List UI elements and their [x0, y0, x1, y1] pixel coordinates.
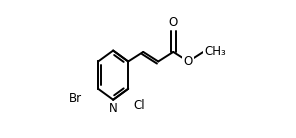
Text: O: O [169, 16, 178, 29]
Text: N: N [109, 103, 118, 116]
Text: CH₃: CH₃ [204, 45, 226, 58]
Text: Cl: Cl [133, 99, 145, 112]
Text: Br: Br [69, 92, 82, 105]
Text: O: O [184, 55, 193, 68]
